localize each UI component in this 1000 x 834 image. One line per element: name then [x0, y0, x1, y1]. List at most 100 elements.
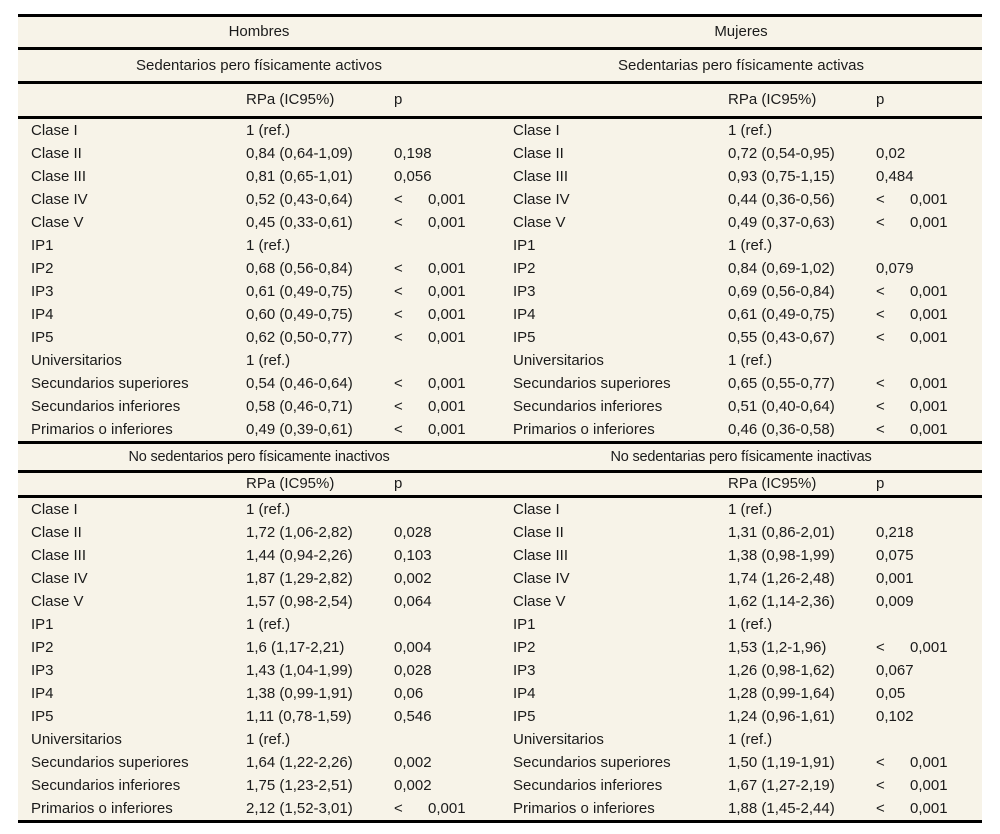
rpa-value: 0,84 (0,69-1,02) — [728, 260, 835, 277]
rpa-value: 1,62 (1,14-2,36) — [728, 593, 835, 610]
less-than-sign: < — [876, 191, 885, 208]
table-rule — [18, 81, 982, 84]
table-row: Primarios o inferiores 1,88 (1,45-2,44) … — [500, 797, 982, 820]
table-row: IP2 0,84 (0,69-1,02) 0,079 — [500, 257, 982, 280]
section2-body: Clase I 1 (ref.) Clase II 1,72 (1,06-2,8… — [18, 498, 982, 820]
p-value-cell: 0,198 — [394, 145, 432, 162]
row-label: IP2 — [513, 639, 536, 656]
table-row: IP4 1,28 (0,99-1,64) 0,05 — [500, 682, 982, 705]
results-table: Hombres Mujeres Sedentarios pero físicam… — [18, 14, 982, 823]
rpa-value: 0,68 (0,56-0,84) — [246, 260, 353, 277]
p-value-cell: 0,546 — [394, 708, 432, 725]
less-than-sign: < — [876, 375, 885, 392]
section2-title-left: No sedentarios pero físicamente inactivo… — [128, 449, 390, 465]
p-value-cell — [876, 234, 982, 257]
rpa-value: 0,61 (0,49-0,75) — [246, 283, 353, 300]
p-value-cell: <0,001 — [394, 188, 500, 211]
rpa-value: 1,44 (0,94-2,26) — [246, 547, 353, 564]
table-row: Clase V 1,57 (0,98-2,54) 0,064 — [18, 590, 500, 613]
rpa-value: 1 (ref.) — [728, 237, 773, 254]
table-row: IP3 0,69 (0,56-0,84) <0,001 — [500, 280, 982, 303]
row-label: Secundarios superiores — [513, 375, 671, 392]
rpa-value: 0,84 (0,64-1,09) — [246, 145, 353, 162]
rpa-value: 0,65 (0,55-0,77) — [728, 375, 835, 392]
rpa-value: 0,93 (0,75-1,15) — [728, 168, 835, 185]
p-value-cell: 0,05 — [876, 685, 906, 702]
p-value-cell: <0,001 — [394, 372, 500, 395]
p-value-cell: <0,001 — [876, 418, 982, 441]
p-value-cell: 0,009 — [876, 593, 914, 610]
row-label: IP4 — [31, 306, 54, 323]
row-label: IP2 — [31, 639, 54, 656]
row-label: Clase I — [513, 122, 560, 139]
p-value-cell: <0,001 — [394, 797, 500, 820]
section1-column-header-left: RPa (IC95%) p — [18, 84, 500, 116]
rpa-value: 1,67 (1,27-2,19) — [728, 777, 835, 794]
p-value: 0,001 — [428, 306, 466, 323]
rpa-value: 1,88 (1,45-2,44) — [728, 800, 835, 817]
rpa-value: 0,46 (0,36-0,58) — [728, 421, 835, 438]
table-row: IP5 1,24 (0,96-1,61) 0,102 — [500, 705, 982, 728]
rpa-value: 0,49 (0,39-0,61) — [246, 421, 353, 438]
table-row: IP5 1,11 (0,78-1,59) 0,546 — [18, 705, 500, 728]
rpa-value: 0,44 (0,36-0,56) — [728, 191, 835, 208]
rpa-value: 2,12 (1,52-3,01) — [246, 800, 353, 817]
group-header-men: Hombres — [228, 23, 290, 40]
rpa-value: 1,38 (0,98-1,99) — [728, 547, 835, 564]
section1-body-right: Clase I 1 (ref.) Clase II 0,72 (0,54-0,9… — [500, 119, 982, 441]
rpa-value: 1,28 (0,99-1,64) — [728, 685, 835, 702]
section2-column-header-right: RPa (IC95%) p — [500, 473, 982, 495]
p-value-cell — [876, 119, 982, 142]
row-label: IP2 — [31, 260, 54, 277]
less-than-sign: < — [394, 191, 403, 208]
p-value-cell: <0,001 — [876, 797, 982, 820]
row-label: IP3 — [31, 662, 54, 679]
row-label: Clase II — [31, 145, 82, 162]
p-value: 0,001 — [910, 777, 948, 794]
p-value: 0,001 — [910, 214, 948, 231]
p-value-cell — [394, 613, 500, 636]
p-value-cell: <0,001 — [394, 280, 500, 303]
table-row: Primarios o inferiores 0,49 (0,39-0,61) … — [18, 418, 500, 441]
rpa-value: 0,58 (0,46-0,71) — [246, 398, 353, 415]
table-row: IP2 1,6 (1,17-2,21) 0,004 — [18, 636, 500, 659]
less-than-sign: < — [876, 283, 885, 300]
rpa-value: 1,31 (0,86-2,01) — [728, 524, 835, 541]
table-row: Clase I 1 (ref.) — [18, 498, 500, 521]
row-label: IP5 — [31, 708, 54, 725]
table-row: IP4 0,60 (0,49-0,75) <0,001 — [18, 303, 500, 326]
row-label: Clase V — [513, 593, 566, 610]
rpa-value: 0,51 (0,40-0,64) — [728, 398, 835, 415]
row-label: Clase V — [31, 214, 84, 231]
p-column-header: p — [394, 475, 403, 492]
rpa-value: 1,26 (0,98-1,62) — [728, 662, 835, 679]
p-value: 0,001 — [428, 398, 466, 415]
less-than-sign: < — [876, 754, 885, 771]
rpa-value: 1 (ref.) — [728, 122, 773, 139]
row-label: Clase I — [513, 501, 560, 518]
row-label: IP1 — [31, 616, 54, 633]
p-value-cell: <0,001 — [876, 636, 982, 659]
row-label: Primarios o inferiores — [31, 800, 173, 817]
table-row: Secundarios inferiores 1,75 (1,23-2,51) … — [18, 774, 500, 797]
table-row: Clase IV 0,52 (0,43-0,64) <0,001 — [18, 188, 500, 211]
table-row: Secundarios superiores 0,65 (0,55-0,77) … — [500, 372, 982, 395]
empty-header-cell — [513, 84, 728, 116]
table-row: Clase I 1 (ref.) — [500, 498, 982, 521]
table-row: IP5 0,55 (0,43-0,67) <0,001 — [500, 326, 982, 349]
table-row: Secundarios superiores 1,64 (1,22-2,26) … — [18, 751, 500, 774]
rpa-value: 0,54 (0,46-0,64) — [246, 375, 353, 392]
row-label: IP1 — [31, 237, 54, 254]
p-value: 0,001 — [428, 375, 466, 392]
rpa-value: 1,64 (1,22-2,26) — [246, 754, 353, 771]
p-value-cell: 0,028 — [394, 524, 432, 541]
rpa-value: 0,49 (0,37-0,63) — [728, 214, 835, 231]
table-row: Universitarios 1 (ref.) — [500, 728, 982, 751]
row-label: Clase III — [31, 547, 87, 564]
row-label: Clase III — [513, 547, 569, 564]
table-row: Clase III 0,93 (0,75-1,15) 0,484 — [500, 165, 982, 188]
table-row: Primarios o inferiores 2,12 (1,52-3,01) … — [18, 797, 500, 820]
table-row: Secundarios inferiores 0,58 (0,46-0,71) … — [18, 395, 500, 418]
row-label: Clase IV — [31, 191, 88, 208]
table-row: Secundarios inferiores 1,67 (1,27-2,19) … — [500, 774, 982, 797]
